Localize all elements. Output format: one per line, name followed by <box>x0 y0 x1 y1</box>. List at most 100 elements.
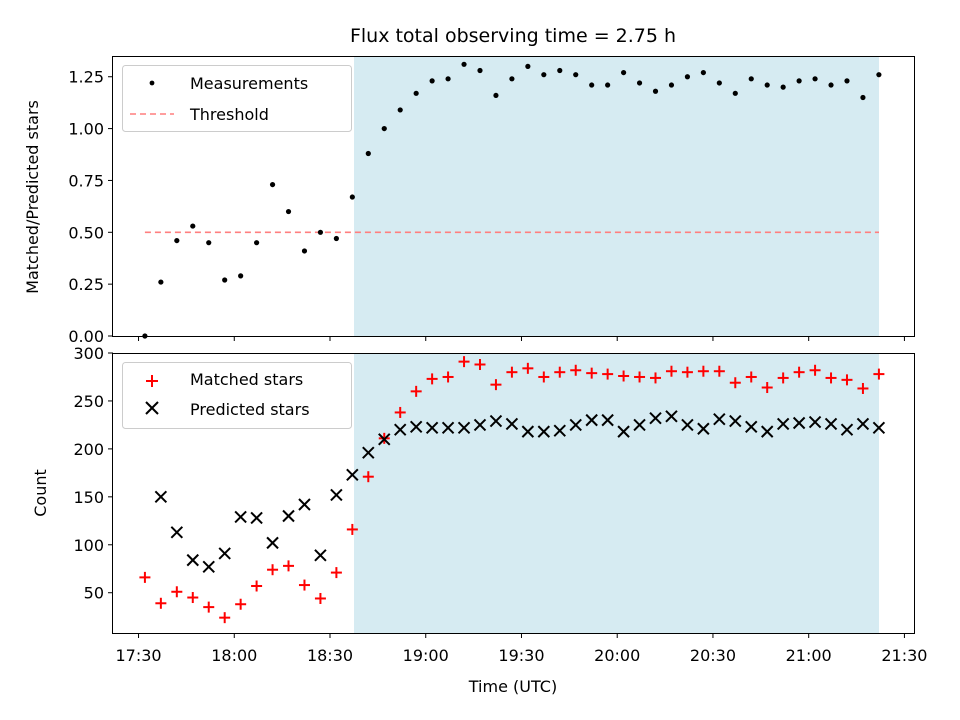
predicted-point <box>425 421 439 435</box>
measurement-point <box>541 72 547 78</box>
predicted-point <box>298 498 311 511</box>
predicted-point <box>569 418 582 432</box>
predicted-point <box>346 468 359 481</box>
measurement-point <box>557 67 563 74</box>
measurement-point <box>636 80 643 86</box>
measurement-point <box>429 78 435 84</box>
predicted-point <box>745 420 758 434</box>
measurement-point <box>206 240 212 246</box>
measurement-point <box>828 82 834 88</box>
predicted-point <box>362 446 375 459</box>
legend-measurements-marker <box>149 80 155 86</box>
chart-title: Flux total observing time = 2.75 h <box>350 25 676 47</box>
predicted-point <box>170 526 184 539</box>
measurement-point <box>605 82 611 88</box>
measurement-point <box>652 88 659 94</box>
measurement-point <box>317 229 324 235</box>
measurement-point <box>796 78 802 84</box>
matched-point <box>267 564 279 576</box>
predicted-point <box>234 510 247 524</box>
top-y-tick-label: 0.00 <box>68 327 104 346</box>
matched-point <box>235 598 247 610</box>
legend-predicted-label: Predicted stars <box>190 400 310 419</box>
measurement-point <box>525 63 531 69</box>
matched-point <box>554 366 566 378</box>
predicted-point <box>617 425 630 438</box>
predicted-point <box>601 413 614 427</box>
top-y-tick-label: 1.00 <box>68 120 104 139</box>
predicted-point <box>457 421 471 435</box>
x-tick-label: 21:30 <box>881 646 927 665</box>
top-y-axis-label: Matched/Predicted stars <box>23 100 42 294</box>
legend-matched-marker <box>146 375 158 387</box>
measurement-point <box>668 82 675 88</box>
predicted-point <box>409 420 423 434</box>
predicted-point <box>521 425 535 438</box>
bottom-y-tick-label: 100 <box>73 536 104 555</box>
measurements-series <box>142 61 882 339</box>
top-y-tick-label: 1.25 <box>68 68 104 87</box>
measurement-point <box>493 92 499 99</box>
matched-point <box>873 368 885 380</box>
predicted-point <box>505 417 519 431</box>
matched-point <box>410 385 422 397</box>
measurement-point <box>860 94 866 101</box>
matched-point <box>809 364 821 376</box>
measurement-point <box>589 82 595 88</box>
matched-point <box>426 373 438 385</box>
measurement-point <box>158 279 164 285</box>
measurement-point <box>269 181 276 188</box>
measurement-point <box>620 69 627 76</box>
predicted-point <box>154 490 168 504</box>
measurement-point <box>477 67 483 74</box>
matched-point <box>761 382 773 394</box>
x-tick-label: 19:00 <box>403 646 449 665</box>
predicted-point <box>649 411 662 425</box>
measurement-point <box>365 150 371 157</box>
x-tick-label: 20:30 <box>690 646 736 665</box>
top-y-tick-label: 0.75 <box>68 171 104 190</box>
bottom-y-tick-label: 150 <box>73 488 104 507</box>
matched-point <box>681 366 693 378</box>
top-legend-box <box>122 65 352 132</box>
predicted-point <box>186 553 199 567</box>
bottom-panel: 17:30 18:00 18:30 19:00 19:30 20:00 20:30 21:00… <box>31 344 927 696</box>
predicted-point <box>792 416 806 430</box>
bottom-shaded-region <box>354 353 879 633</box>
matched-point <box>793 366 805 378</box>
legend-threshold-label: Threshold <box>189 105 269 124</box>
matched-point <box>442 371 454 383</box>
legend-measurements-label: Measurements <box>190 74 308 93</box>
bottom-y-tick-label: 300 <box>73 344 104 363</box>
matched-point <box>777 372 789 384</box>
matched-point <box>634 371 646 383</box>
matched-point <box>330 567 342 579</box>
matched-point <box>155 597 167 609</box>
matched-point <box>697 365 709 377</box>
predicted-point <box>537 425 551 438</box>
measurement-point <box>461 61 467 67</box>
predicted-point <box>218 547 231 560</box>
x-tick-label: 18:00 <box>211 646 257 665</box>
measurement-point <box>445 76 451 82</box>
predicted-point <box>776 417 790 431</box>
top-y-tick-label: 0.25 <box>68 275 104 294</box>
top-y-tick-label: 0.50 <box>68 223 104 242</box>
measurement-point <box>397 107 403 113</box>
bottom-y-tick-label: 250 <box>73 392 104 411</box>
matched-point <box>618 370 630 382</box>
predicted-point <box>585 413 598 427</box>
matched-point <box>251 580 263 592</box>
matched-point <box>857 382 869 394</box>
x-tick-label: 18:30 <box>307 646 353 665</box>
predicted-point <box>441 421 455 435</box>
predicted-point <box>665 410 678 423</box>
measurement-point <box>301 248 308 254</box>
top-panel: 0.00 0.25 0.50 0.75 1.00 1.25 Matched/Predict… <box>23 56 915 346</box>
measurement-point <box>413 90 419 96</box>
legend-matched-label: Matched stars <box>190 370 303 389</box>
predicted-point <box>282 509 295 523</box>
measurement-point <box>381 125 387 132</box>
measurement-point <box>285 208 292 215</box>
